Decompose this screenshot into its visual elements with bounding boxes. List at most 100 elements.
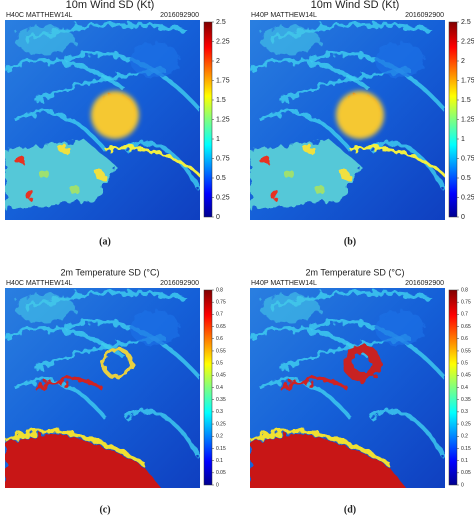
panel-title: 10m Wind SD (Kt) [311, 0, 400, 11]
date-label: 2016092900 [405, 280, 444, 287]
field-texture [5, 290, 200, 488]
colorbar-tick-label: 0.75 [461, 300, 471, 306]
panel-title: 2m Temperature SD (°C) [61, 267, 160, 277]
panel-title: 2m Temperature SD (°C) [306, 267, 405, 277]
hot-spot [315, 185, 325, 195]
caption: (a) [99, 236, 111, 247]
hot-spot [40, 170, 50, 180]
field-texture [250, 290, 445, 488]
colorbar-tick-label: 0.75 [216, 155, 230, 162]
colorbar-tick-label: 0.15 [216, 446, 226, 452]
patch [130, 310, 180, 346]
colorbar-tick-label: 0 [461, 214, 465, 221]
hot-spot [15, 155, 25, 165]
field-texture [5, 22, 200, 210]
colorbar-tick-label: 0.1 [216, 458, 223, 464]
panel: 10m Wind SD (Kt)H40C MATTHEW14L 201609290… [5, 0, 230, 247]
panel-title: 10m Wind SD (Kt) [66, 0, 155, 11]
streak [368, 409, 445, 459]
colorbar-tick-label: 0.5 [216, 175, 226, 182]
hot-spot [270, 190, 280, 200]
storm-ring [101, 347, 133, 379]
band [349, 146, 445, 177]
panel: 2m Temperature SD (°C) H40P MATTHEW14L 201… [250, 267, 471, 515]
storm-ring [91, 91, 139, 139]
caption: (d) [344, 504, 356, 515]
streak [123, 409, 200, 459]
panel: 10m Wind SD (Kt)H40P MATTHEW14L 201609290… [250, 0, 474, 247]
run-label: H40C MATTHEW14L [6, 12, 72, 19]
colorbar-tick-label: 0 [461, 482, 464, 488]
land-edge [250, 429, 392, 467]
colorbar-tick-label: 0.4 [216, 385, 223, 391]
hot-spot [285, 170, 295, 180]
band [104, 146, 200, 177]
storm-ring [343, 344, 381, 382]
colorbar [448, 21, 458, 218]
hot-spot [340, 170, 350, 180]
colorbar-tick-label: 0.55 [461, 348, 471, 354]
map [5, 288, 200, 488]
colorbar-tick-label: 0.4 [461, 385, 468, 391]
streak [259, 110, 352, 152]
patch [375, 42, 425, 78]
colorbar-tick-label: 2.5 [461, 19, 471, 26]
run-label: H40C MATTHEW14L [6, 280, 72, 287]
colorbar-tick-label: 0.25 [216, 421, 226, 427]
run-label: H40P MATTHEW14L [251, 12, 317, 19]
colorbar-tick-label: 1.25 [216, 116, 230, 123]
colorbar-tick-label: 0.05 [461, 470, 471, 476]
colorbar [203, 21, 213, 218]
colorbar-tick-label: 0.5 [461, 175, 471, 182]
panel: 2m Temperature SD (°C) H40C MATTHEW14L 201… [5, 267, 226, 515]
colorbar-tick-label: 0.6 [461, 336, 468, 342]
hot-spot [70, 185, 80, 195]
colorbar-tick-label: 0.5 [216, 360, 223, 366]
streak [14, 110, 107, 152]
colorbar-tick-label: 0.35 [461, 397, 471, 403]
colorbar-tick-label: 2.5 [216, 19, 226, 26]
colorbar-tick-label: 2.25 [461, 38, 474, 45]
colorbar-tick-label: 0.3 [461, 409, 468, 415]
caption: (c) [99, 504, 110, 515]
date-label: 2016092900 [405, 12, 444, 19]
colorbar-tick-label: 0.25 [461, 421, 471, 427]
colorbar-tick-label: 0.45 [461, 373, 471, 379]
date-label: 2016092900 [160, 280, 199, 287]
colorbar-tick-label: 0.65 [216, 324, 226, 330]
colorbar-tick-label: 2 [216, 58, 220, 65]
colorbar-tick-label: 0.2 [216, 434, 223, 440]
colorbar-tick-label: 1.75 [216, 77, 230, 84]
colorbar-tick-label: 1.25 [461, 116, 474, 123]
colorbar-tick-label: 0.55 [216, 348, 226, 354]
colorbar-tick-label: 1.5 [461, 97, 471, 104]
colorbar-tick-label: 0 [216, 482, 219, 488]
patch [130, 42, 180, 78]
colorbar-tick-label: 1.75 [461, 77, 474, 84]
colorbar [448, 289, 458, 486]
colorbar-tick-label: 2.25 [216, 38, 230, 45]
map [250, 288, 445, 488]
colorbar-tick-label: 0.15 [461, 446, 471, 452]
colorbar-tick-label: 0.35 [216, 397, 226, 403]
colorbar-tick-label: 0.3 [216, 409, 223, 415]
patch [15, 26, 75, 54]
hot-spot [95, 170, 105, 180]
colorbar-tick-label: 0.05 [216, 470, 226, 476]
date-label: 2016092900 [160, 12, 199, 19]
land-edge [5, 429, 147, 467]
colorbar-tick-label: 0.7 [216, 312, 223, 318]
patch [15, 294, 75, 322]
caption: (b) [344, 236, 356, 247]
run-label: H40P MATTHEW14L [251, 280, 317, 287]
map [250, 20, 445, 220]
hot-spot [260, 155, 270, 165]
colorbar-tick-label: 0.45 [216, 373, 226, 379]
islands [34, 375, 101, 390]
colorbar-tick-label: 0.25 [461, 194, 474, 201]
colorbar-tick-label: 0.65 [461, 324, 471, 330]
colorbar-tick-label: 0.5 [461, 360, 468, 366]
streak [5, 59, 127, 92]
colorbar-tick-label: 0.75 [216, 300, 226, 306]
